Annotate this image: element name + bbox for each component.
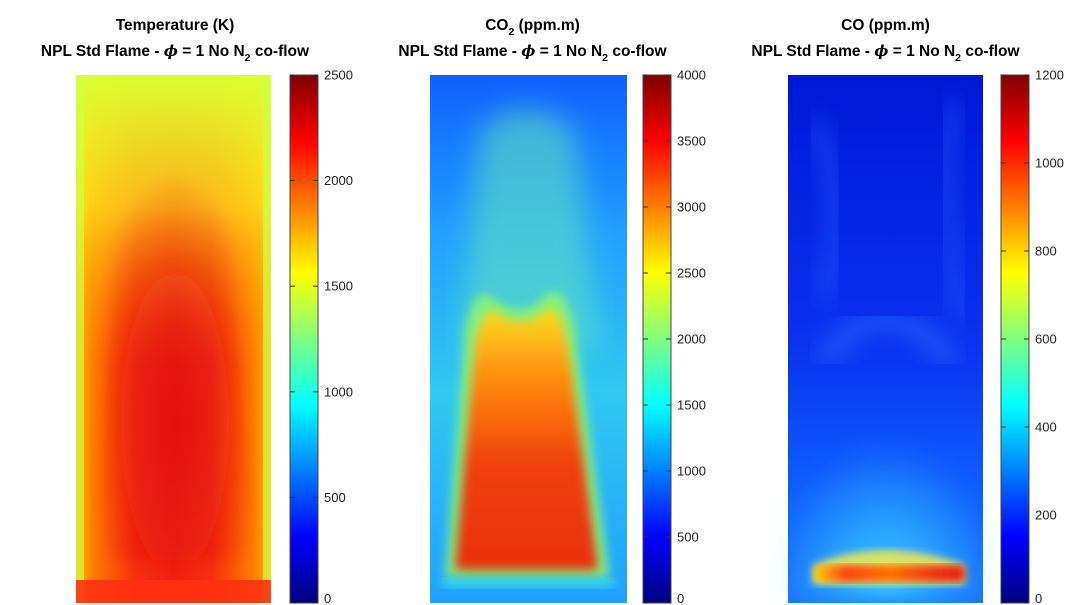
- temperature-heatmap: [76, 75, 271, 603]
- co-title: CO (ppm.m): [703, 17, 1068, 35]
- colorbar-tick-label: 2000: [677, 332, 706, 347]
- colorbar-tick-label: 0: [677, 591, 684, 605]
- co-subtitle: NPL Std Flame - ϕ = 1 No N2 co-flow: [751, 42, 1020, 64]
- colorbar-tick-label: 0: [324, 591, 331, 605]
- co2-plot: 0 500 1000 1500 2000 2500 3000 3500 4000: [430, 68, 706, 605]
- colorbar-tick-label: 600: [1035, 332, 1057, 347]
- colorbar-tick-label: 1000: [677, 464, 706, 479]
- co-plot: 0 200 400 600 800 1000 1200: [788, 68, 1064, 605]
- colorbar-tick-label: 1200: [1035, 68, 1064, 83]
- co-colorbar-ticks: 0 200 400 600 800 1000 1200: [1001, 68, 1064, 605]
- co2-colorbar-ticks: 0 500 1000 1500 2000 2500 3000 3500 4000: [643, 68, 706, 605]
- colorbar-tick-label: 0: [1035, 591, 1042, 605]
- temperature-title: Temperature (K): [15, 17, 335, 35]
- colorbar-tick-label: 800: [1035, 244, 1057, 259]
- phi-symbol: ϕ: [874, 42, 889, 60]
- temperature-colorbar: [289, 74, 319, 604]
- colorbar-tick-label: 2000: [324, 173, 353, 188]
- phi-symbol: ϕ: [163, 42, 178, 60]
- temperature-colorbar-ticks: 0 500 1000 1500 2000 2500: [290, 68, 353, 605]
- colorbar-tick-label: 1000: [324, 384, 353, 399]
- temperature-subtitle: NPL Std Flame - ϕ = 1 No N2 co-flow: [40, 42, 310, 64]
- colorbar-tick-label: 1500: [324, 279, 353, 294]
- colorbar-tick-label: 500: [677, 530, 699, 545]
- co-heatmap: [788, 75, 983, 603]
- colorbar-tick-label: 400: [1035, 420, 1057, 435]
- colorbar-tick-label: 2500: [677, 266, 706, 281]
- colorbar-tick-label: 1000: [1035, 156, 1064, 171]
- colorbar-tick-label: 1500: [677, 398, 706, 413]
- co2-subtitle: NPL Std Flame - ϕ = 1 No N2 co-flow: [398, 42, 667, 64]
- temperature-panel: Temperature (K) NPL Std Flame - ϕ = 1 No…: [0, 0, 360, 605]
- colorbar-tick-label: 200: [1035, 508, 1057, 523]
- phi-symbol: ϕ: [521, 42, 536, 60]
- colorbar-tick-label: 4000: [677, 68, 706, 83]
- co2-title: CO2 (ppm.m): [485, 17, 580, 38]
- co-title-text: CO (ppm.m): [841, 17, 930, 34]
- temperature-title-text: Temperature (K): [115, 17, 235, 34]
- temperature-plot: 0 500 1000 1500 2000 2500: [76, 68, 353, 605]
- colorbar-tick-label: 3000: [677, 200, 706, 215]
- colorbar-tick-label: 2500: [324, 68, 353, 83]
- colorbar-tick-label: 500: [324, 490, 346, 505]
- co-panel: CO (ppm.m) NPL Std Flame - ϕ = 1 No N2 c…: [703, 0, 1068, 605]
- co2-panel: CO2 (ppm.m) NPL Std Flame - ϕ = 1 No N2 …: [350, 0, 715, 605]
- colorbar-tick-label: 3500: [677, 134, 706, 149]
- co2-heatmap: [430, 75, 627, 603]
